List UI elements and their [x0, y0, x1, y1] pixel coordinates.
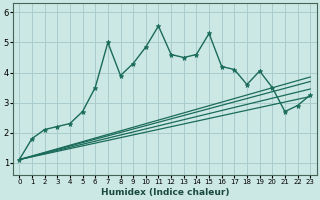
X-axis label: Humidex (Indice chaleur): Humidex (Indice chaleur) — [100, 188, 229, 197]
